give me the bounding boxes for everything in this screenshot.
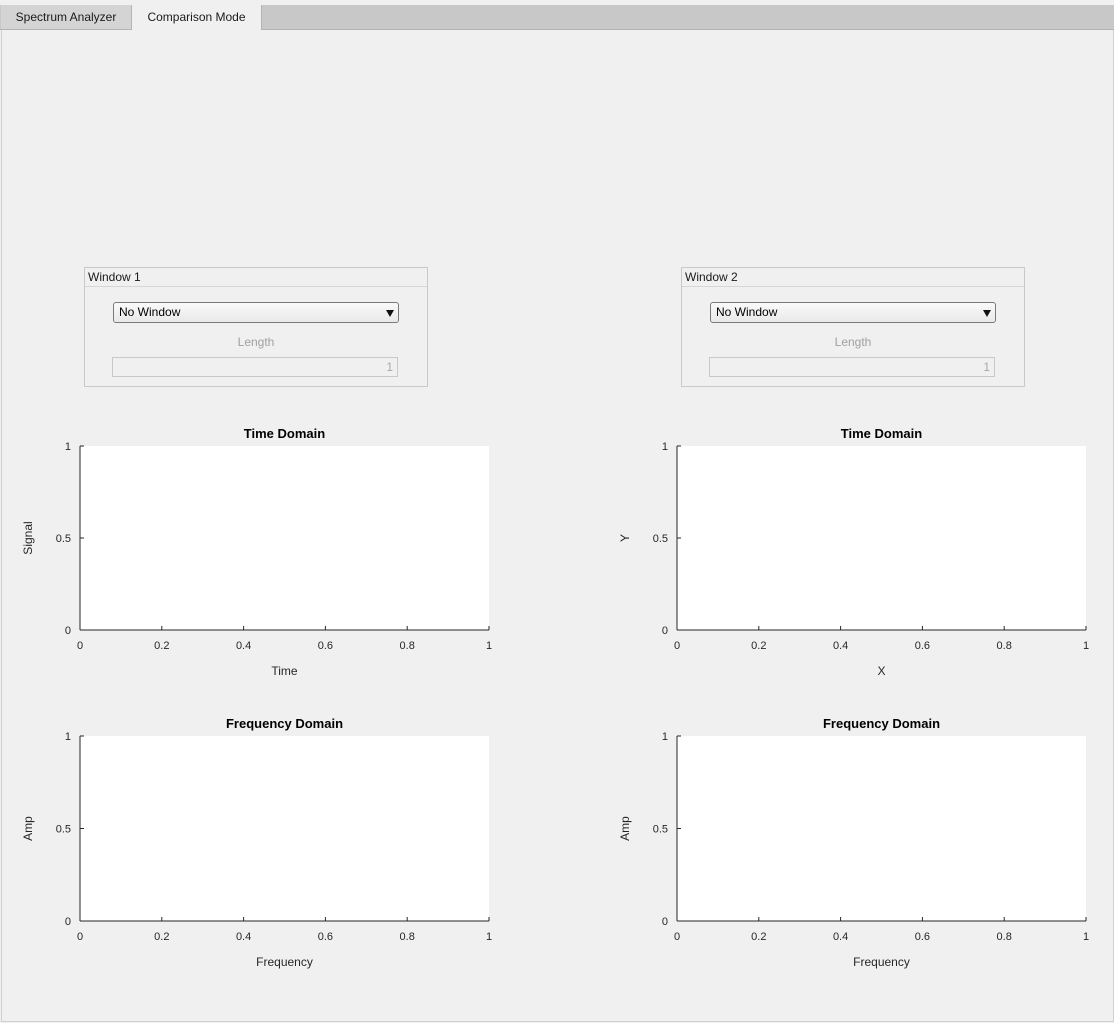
window-1-length-field[interactable]: 1 (112, 357, 398, 377)
chart-1-x-tick-label: 0.2 (154, 640, 169, 652)
chart-4-x-tick-label: 0 (674, 931, 680, 943)
chart-1-x-tick-label: 1 (486, 640, 492, 652)
chart-1-x-tick-label: 0.6 (318, 640, 333, 652)
chart-4-x-tick-label: 0.8 (997, 931, 1012, 943)
chart-3-axes-background (80, 736, 489, 921)
chart-1-x-tick-label: 0.8 (400, 640, 415, 652)
chart-4-x-tick-label: 0.6 (915, 931, 930, 943)
window-2-length-field[interactable]: 1 (709, 357, 995, 377)
chart-2-y-tick-label: 0 (662, 625, 668, 637)
chart-2-x-tick-label: 1 (1083, 640, 1089, 652)
chart-2-x-label: X (877, 664, 885, 678)
chart-1-x-tick-label: 0.4 (236, 640, 251, 652)
chart-3-x-tick-label: 0.4 (236, 931, 251, 943)
tab-spectrum-analyzer[interactable]: Spectrum Analyzer (1, 5, 132, 29)
window-2-dropdown-value: No Window (716, 305, 778, 319)
window-1-panel: Window 1 No Window Length 1 (84, 267, 428, 387)
chart-2-x-tick-label: 0 (674, 640, 680, 652)
window-1-length-label: Length (237, 335, 275, 349)
window-2-title: Window 2 (682, 268, 1024, 287)
chart-2-x-tick-label: 0.8 (997, 640, 1012, 652)
chart-2-y-label: Y (618, 534, 632, 542)
chart-2-x-tick-label: 0.4 (833, 640, 848, 652)
chart-4-title: Frequency Domain (823, 716, 940, 731)
chart-3-x-label: Frequency (256, 955, 313, 969)
chart-4-y-tick-label: 1 (662, 731, 668, 743)
window-1-type-dropdown[interactable]: No Window (113, 302, 399, 323)
chart-1-x-tick-label: 0 (77, 640, 83, 652)
chart-1-y-tick-label: 0.5 (56, 533, 71, 545)
tab-bar: Spectrum Analyzer Comparison Mode (0, 5, 1114, 30)
chart-2-x-tick-label: 0.6 (915, 640, 930, 652)
chart-4-x-tick-label: 1 (1083, 931, 1089, 943)
chart-3-x-tick-label: 0 (77, 931, 83, 943)
chart-1-title: Time Domain (244, 426, 325, 441)
chart-2-x-tick-label: 0.2 (751, 640, 766, 652)
chart-1-y-label: Signal (21, 521, 35, 554)
chart-1-y-tick-label: 0 (65, 625, 71, 637)
chart-3-y-tick-label: 0 (65, 916, 71, 928)
chart-3-y-tick-label: 1 (65, 731, 71, 743)
chart-1-axes-background (80, 446, 489, 630)
chart-2-y-tick-label: 0.5 (653, 533, 668, 545)
chart-2-title: Time Domain (841, 426, 922, 441)
chart-3-x-tick-label: 0.2 (154, 931, 169, 943)
chart-3-x-tick-label: 0.8 (400, 931, 415, 943)
chart-3-y-tick-label: 0.5 (56, 824, 71, 836)
window-1-dropdown-value: No Window (119, 305, 181, 319)
chart-3-title: Frequency Domain (226, 716, 343, 731)
chart-4-x-tick-label: 0.4 (833, 931, 848, 943)
tab-comparison-mode[interactable]: Comparison Mode (132, 5, 262, 30)
chart-4-y-label: Amp (618, 816, 632, 841)
chart-3-x-tick-label: 1 (486, 931, 492, 943)
chevron-down-icon (983, 310, 991, 317)
chart-4-y-tick-label: 0 (662, 916, 668, 928)
chart-2-axes-background (677, 446, 1086, 630)
chart-3-x-tick-label: 0.6 (318, 931, 333, 943)
chart-4-x-tick-label: 0.2 (751, 931, 766, 943)
window-1-title: Window 1 (85, 268, 427, 287)
chart-4-y-tick-label: 0.5 (653, 824, 668, 836)
chart-1-x-label: Time (271, 664, 298, 678)
chart-4-axes-background (677, 736, 1086, 921)
window-2-panel: Window 2 No Window Length 1 (681, 267, 1025, 387)
chart-2-y-tick-label: 1 (662, 441, 668, 453)
chevron-down-icon (386, 310, 394, 317)
chart-1-y-tick-label: 1 (65, 441, 71, 453)
chart-4-x-label: Frequency (853, 955, 910, 969)
chart-3-y-label: Amp (21, 816, 35, 841)
window-2-length-label: Length (834, 335, 872, 349)
window-2-type-dropdown[interactable]: No Window (710, 302, 996, 323)
